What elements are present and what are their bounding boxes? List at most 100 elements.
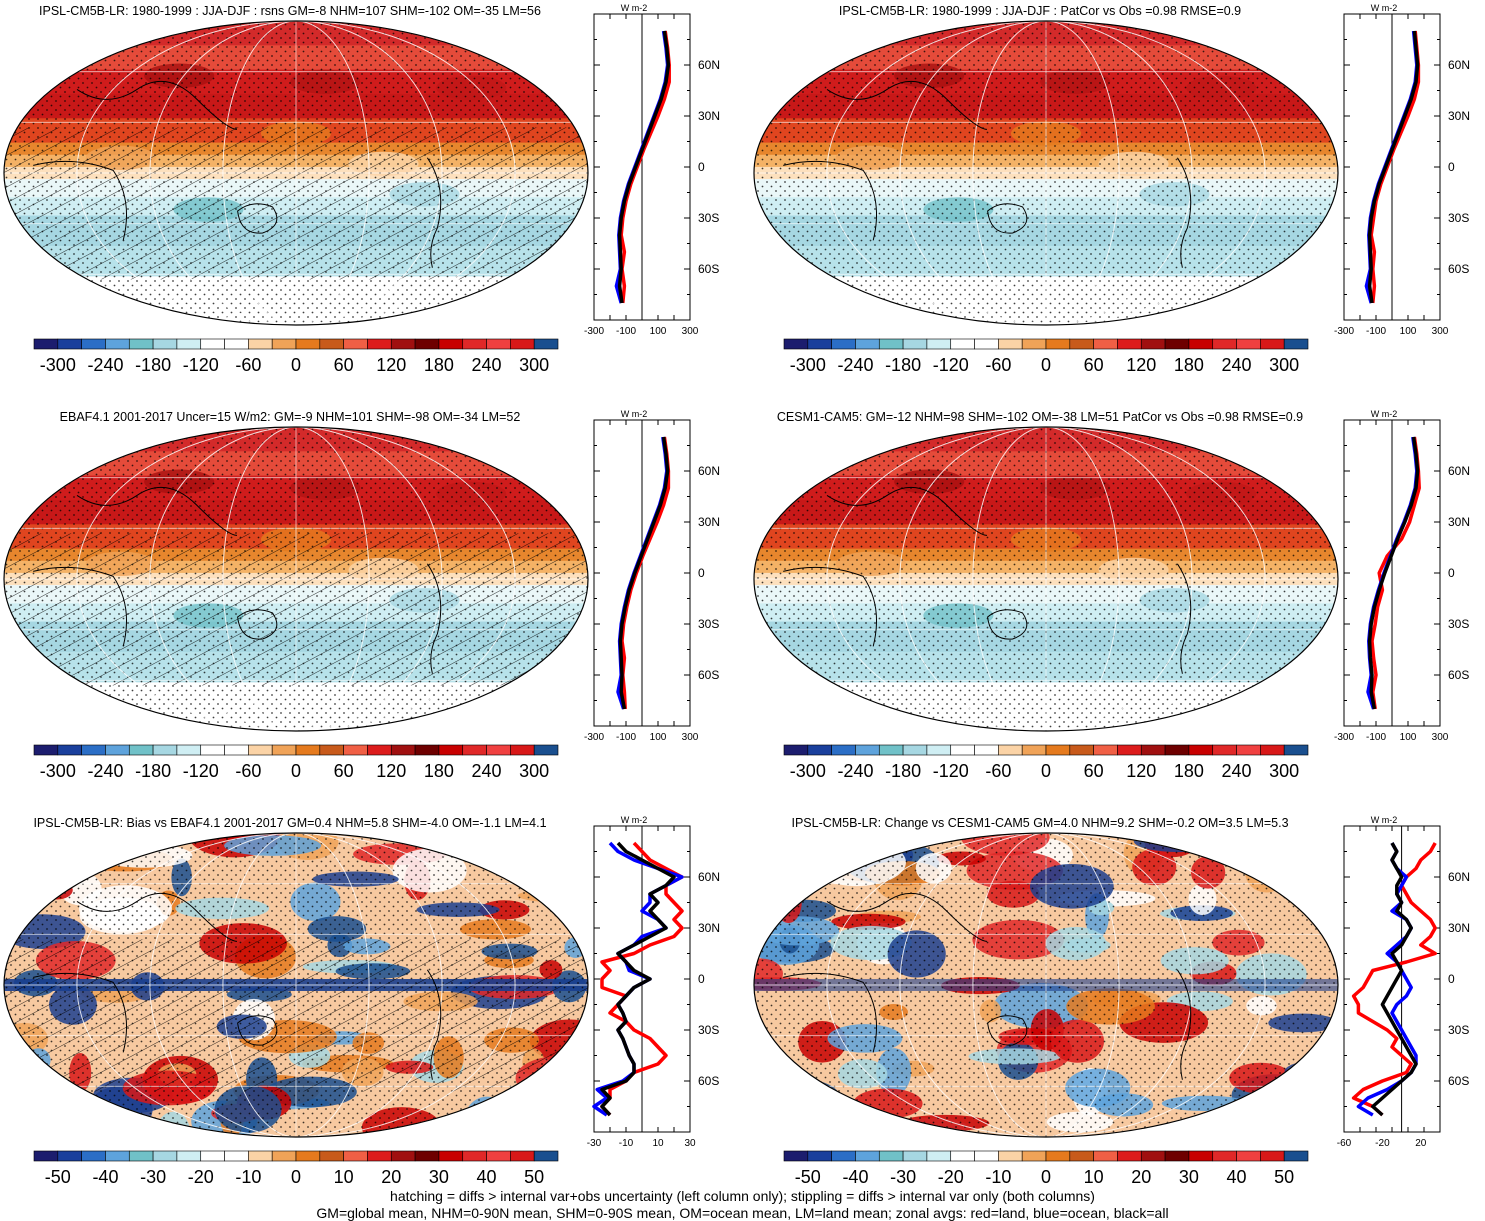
colorbar-tick-label: 60: [1084, 761, 1104, 781]
colorbar-bottom-right: -50 -40 -30 -20 -10 0 10 20 30 40 50: [783, 1150, 1309, 1187]
colorbar-top-right: -300 -240 -180 -120 -60 0 60 120 180 240 300: [783, 338, 1309, 375]
colorbar-tick-label: 10: [334, 1167, 354, 1187]
zonal-line-land: [1351, 842, 1437, 1117]
zonal-x-tick-label: 300: [682, 326, 699, 337]
panel-top-left: IPSL-CM5B-LR: 1980-1999 : JJA-DJF : rsns…: [3, 3, 720, 375]
colorbar-tick-label: 300: [519, 761, 549, 781]
zonal-lat-tick-label: 60N: [1448, 58, 1470, 72]
zonal-plot-top-left: W m-2 -300 -100 100 300 60N 30N 0 30S 60S: [584, 3, 720, 337]
zonal-lat-tick-label: 60N: [1448, 464, 1470, 478]
colorbar-tick-label: -120: [933, 355, 969, 375]
zonal-lat-tick-label: 30N: [1448, 921, 1470, 935]
colorbar-tick-label: -300: [40, 355, 76, 375]
colorbar-tick-label: -240: [87, 761, 123, 781]
panel-title: EBAF4.1 2001-2017 Uncer=15 W/m2: GM=-9 N…: [60, 410, 521, 424]
colorbar-tick-label: 120: [1126, 761, 1156, 781]
zonal-line-all: [1371, 842, 1418, 1117]
colorbar-tick-label: 20: [381, 1167, 401, 1187]
map-top-right: [753, 20, 1339, 326]
zonal-lat-tick-label: 0: [698, 972, 705, 986]
zonal-x-tick-label: 100: [1400, 732, 1417, 743]
panel-title: CESM1-CAM5: GM=-12 NHM=98 SHM=-102 OM=-3…: [777, 410, 1303, 424]
zonal-lat-tick-label: 0: [1448, 160, 1455, 174]
zonal-plot-bottom-left: W m-2 -30 -10 10 30 60N 30N 0 30S 60S: [587, 815, 720, 1149]
colorbar-tick-label: 120: [376, 355, 406, 375]
colorbar-tick-label: -120: [183, 355, 219, 375]
zonal-x-tick-label: -300: [584, 326, 604, 337]
colorbar-tick-label: -240: [837, 761, 873, 781]
colorbar-tick-label: 180: [1174, 355, 1204, 375]
zonal-lat-tick-label: 30N: [1448, 109, 1470, 123]
zonal-lat-tick-label: 30S: [1448, 617, 1469, 631]
zonal-x-tick-label: 100: [650, 326, 667, 337]
zonal-lat-tick-label: 60S: [1448, 668, 1469, 682]
colorbar-tick-label: 120: [1126, 355, 1156, 375]
colorbar-tick-label: -50: [795, 1167, 821, 1187]
colorbar-tick-label: 0: [291, 355, 301, 375]
zonal-line-all: [1367, 30, 1420, 304]
zonal-lat-tick-label: 60N: [698, 870, 720, 884]
zonal-x-tick-label: -300: [584, 732, 604, 743]
colorbar-tick-label: -240: [87, 355, 123, 375]
colorbar-tick-label: -300: [790, 355, 826, 375]
zonal-lat-tick-label: 60N: [1448, 870, 1470, 884]
zonal-lat-tick-label: 60S: [1448, 1074, 1469, 1088]
colorbar-tick-label: 20: [1131, 1167, 1151, 1187]
zonal-x-tick-label: 10: [652, 1138, 664, 1149]
zonal-unit-label: W m-2: [621, 815, 648, 825]
colorbar-tick-label: -180: [885, 761, 921, 781]
zonal-lat-tick-label: 60N: [698, 464, 720, 478]
colorbar-tick-label: 180: [1174, 761, 1204, 781]
zonal-lat-tick-label: 60S: [1448, 262, 1469, 276]
zonal-lat-tick-label: 0: [698, 160, 705, 174]
zonal-plot-top-right: W m-2 -300 -100 100 300 60N 30N 0 30S 60S: [1334, 3, 1470, 337]
zonal-x-tick-label: -10: [619, 1138, 634, 1149]
colorbar-tick-label: -120: [183, 761, 219, 781]
zonal-unit-label: W m-2: [621, 3, 648, 13]
colorbar-tick-label: 30: [1179, 1167, 1199, 1187]
zonal-unit-label: W m-2: [1371, 815, 1398, 825]
colorbar-tick-label: 40: [477, 1167, 497, 1187]
panel-top-right: IPSL-CM5B-LR: 1980-1999 : JJA-DJF : PatC…: [753, 3, 1470, 375]
colorbar-tick-label: -180: [885, 355, 921, 375]
colorbar-tick-label: 60: [334, 355, 354, 375]
panel-bottom-left: IPSL-CM5B-LR: Bias vs EBAF4.1 2001-2017 …: [3, 815, 720, 1187]
zonal-lat-tick-label: 30N: [698, 921, 720, 935]
zonal-lat-tick-label: 0: [1448, 972, 1455, 986]
colorbar-tick-label: 0: [291, 761, 301, 781]
panel-title: IPSL-CM5B-LR: 1980-1999 : JJA-DJF : rsns…: [39, 4, 541, 18]
panel-title: IPSL-CM5B-LR: Bias vs EBAF4.1 2001-2017 …: [33, 816, 546, 830]
colorbar-tick-label: -40: [842, 1167, 868, 1187]
colorbar-tick-label: -60: [985, 761, 1011, 781]
colorbar-tick-label: -40: [92, 1167, 118, 1187]
zonal-line-land: [600, 841, 684, 1117]
colorbar-tick-label: 180: [424, 761, 454, 781]
panel-title: IPSL-CM5B-LR: Change vs CESM1-CAM5 GM=4.…: [791, 816, 1288, 830]
zonal-x-tick-label: -300: [1334, 326, 1354, 337]
colorbar-tick-label: -20: [188, 1167, 214, 1187]
colorbar-tick-label: -60: [235, 761, 261, 781]
zonal-line-all: [618, 436, 670, 710]
colorbar-tick-label: 10: [1084, 1167, 1104, 1187]
zonal-x-tick-label: -20: [1375, 1138, 1390, 1149]
map-top-left: [3, 20, 589, 326]
colorbar-tick-label: 0: [1041, 355, 1051, 375]
colorbar-tick-label: 50: [524, 1167, 544, 1187]
colorbar-tick-label: -300: [790, 761, 826, 781]
colorbar-tick-label: -30: [140, 1167, 166, 1187]
zonal-x-tick-label: 300: [1432, 732, 1449, 743]
colorbar-tick-label: -10: [235, 1167, 261, 1187]
map-bottom-left: [3, 832, 589, 1138]
zonal-lat-tick-label: 30S: [698, 617, 719, 631]
zonal-line-land: [1370, 436, 1421, 710]
colorbar-tick-label: -10: [985, 1167, 1011, 1187]
map-middle-left: [3, 426, 589, 732]
colorbar-tick-label: 60: [334, 761, 354, 781]
footer-mean-definitions: GM=global mean, NHM=0-90N mean, SHM=0-90…: [316, 1205, 1169, 1221]
footer-hatching-note: hatching = diffs > internal var+obs unce…: [390, 1188, 1095, 1204]
colorbar-tick-label: 40: [1227, 1167, 1247, 1187]
zonal-lat-tick-label: 30S: [698, 1023, 719, 1037]
colorbar-tick-label: 0: [1041, 1167, 1051, 1187]
zonal-line-all: [1367, 436, 1420, 710]
